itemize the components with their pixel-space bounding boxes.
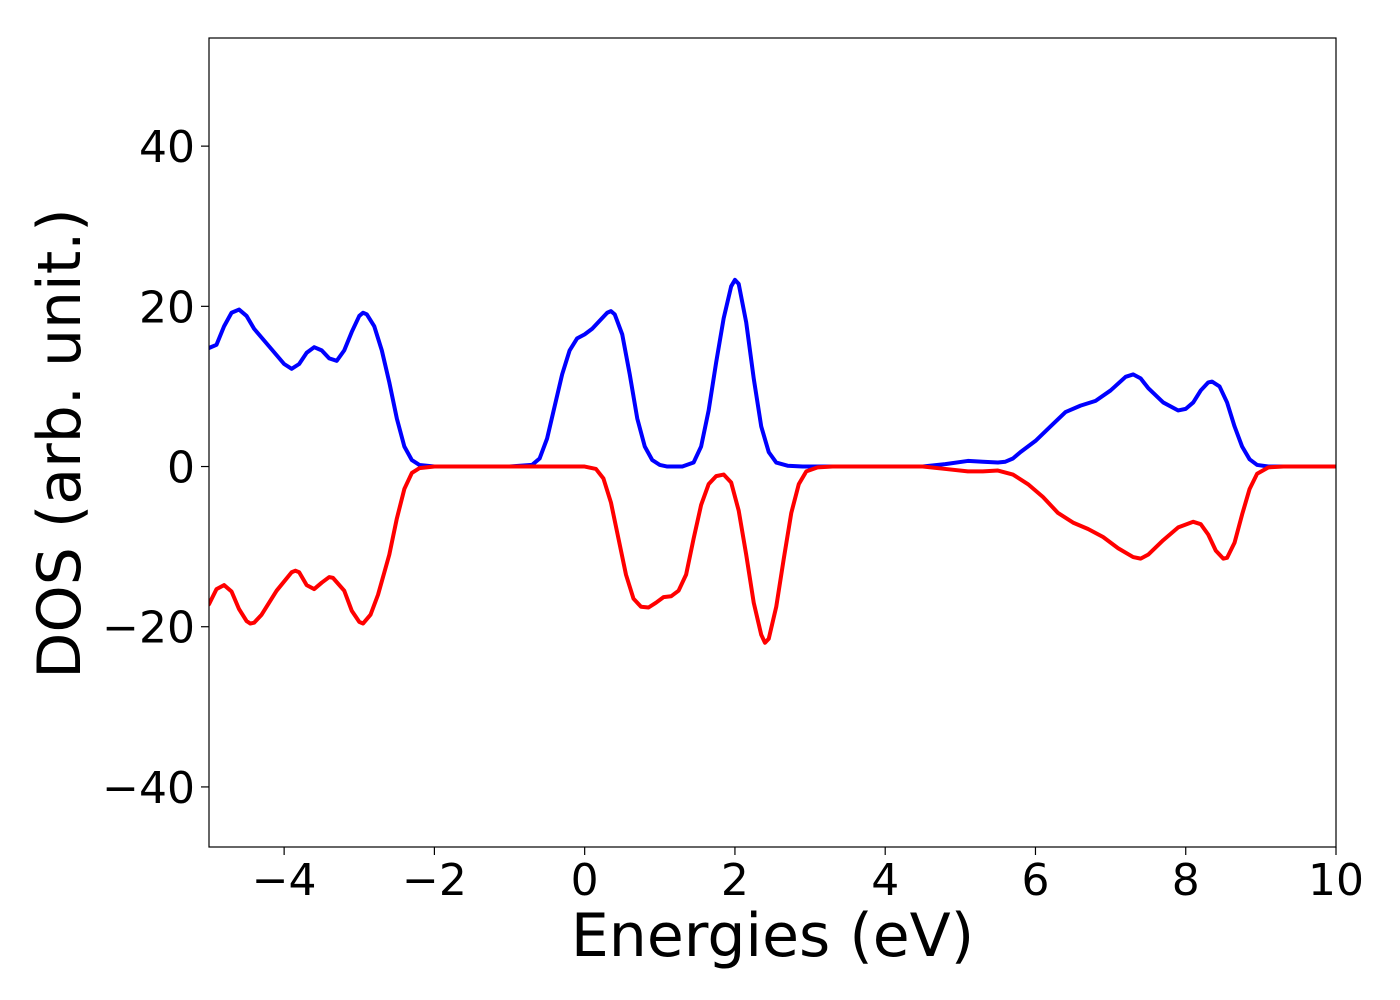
y-tick-label: 0 bbox=[167, 443, 195, 494]
y-tick-label: −40 bbox=[102, 763, 195, 814]
x-tick-label: 4 bbox=[871, 855, 899, 906]
y-tick-label: 20 bbox=[139, 282, 195, 333]
x-tick-label: 0 bbox=[571, 855, 599, 906]
series-line-2 bbox=[209, 464, 1336, 645]
x-tick-label: 8 bbox=[1172, 855, 1200, 906]
x-tick-label: 2 bbox=[721, 855, 749, 906]
x-tick-label: 6 bbox=[1021, 855, 1049, 906]
plot-area bbox=[209, 277, 1336, 645]
y-axis-label: DOS (arb. unit.) bbox=[25, 208, 95, 678]
x-axis-label: Energies (eV) bbox=[571, 901, 974, 971]
series-line-1 bbox=[209, 277, 1336, 469]
y-tick-label: −20 bbox=[102, 603, 195, 654]
y-tick-label: 40 bbox=[139, 122, 195, 173]
x-tick-label: 10 bbox=[1308, 855, 1364, 906]
x-tick-label: −2 bbox=[402, 855, 467, 906]
axes-frame bbox=[208, 37, 1337, 848]
x-tick-label: −4 bbox=[252, 855, 317, 906]
